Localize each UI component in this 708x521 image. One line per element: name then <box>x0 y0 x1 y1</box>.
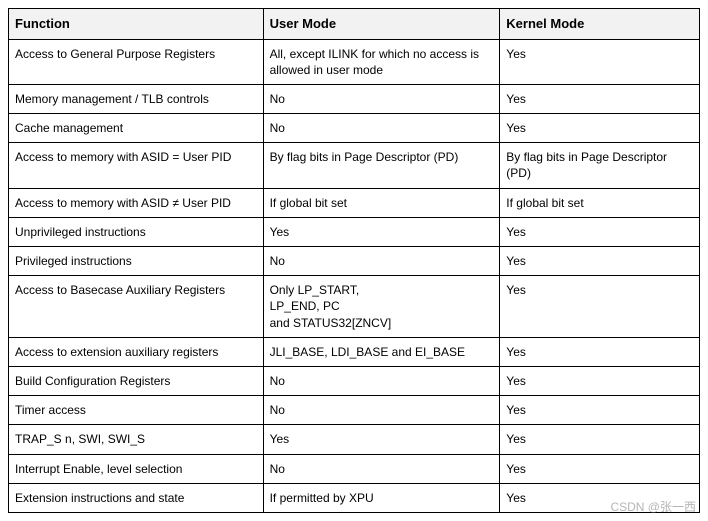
table-cell: Timer access <box>9 396 264 425</box>
table-cell: Access to General Purpose Registers <box>9 39 264 84</box>
table-cell: Yes <box>500 396 700 425</box>
table-row: Access to General Purpose RegistersAll, … <box>9 39 700 84</box>
table-cell: Memory management / TLB controls <box>9 84 264 113</box>
table-cell: Yes <box>500 247 700 276</box>
table-body: Access to General Purpose RegistersAll, … <box>9 39 700 512</box>
table-row: Access to memory with ASID ≠ User PIDIf … <box>9 188 700 217</box>
table-cell: Yes <box>500 483 700 512</box>
table-cell: Extension instructions and state <box>9 483 264 512</box>
table-row: Timer accessNoYes <box>9 396 700 425</box>
table-cell: Cache management <box>9 114 264 143</box>
table-row: Build Configuration RegistersNoYes <box>9 366 700 395</box>
table-cell: Privileged instructions <box>9 247 264 276</box>
table-cell: Yes <box>500 366 700 395</box>
table-cell: Access to memory with ASID = User PID <box>9 143 264 188</box>
col-header-kernel-mode: Kernel Mode <box>500 9 700 40</box>
table-cell: Yes <box>500 276 700 338</box>
table-cell: No <box>263 84 500 113</box>
table-cell: By flag bits in Page Descriptor (PD) <box>500 143 700 188</box>
table-row: Extension instructions and stateIf permi… <box>9 483 700 512</box>
table-cell: TRAP_S n, SWI, SWI_S <box>9 425 264 454</box>
table-cell: No <box>263 247 500 276</box>
table-cell: Access to Basecase Auxiliary Registers <box>9 276 264 338</box>
table-row: Privileged instructionsNoYes <box>9 247 700 276</box>
table-cell: Unprivileged instructions <box>9 217 264 246</box>
table-cell: Only LP_START, LP_END, PCand STATUS32[ZN… <box>263 276 500 338</box>
table-cell: By flag bits in Page Descriptor (PD) <box>263 143 500 188</box>
privilege-mode-table: Function User Mode Kernel Mode Access to… <box>8 8 700 513</box>
table-cell: Yes <box>500 114 700 143</box>
table-cell: No <box>263 454 500 483</box>
table-cell: Access to memory with ASID ≠ User PID <box>9 188 264 217</box>
table-row: Access to Basecase Auxiliary RegistersOn… <box>9 276 700 338</box>
table-cell: Yes <box>263 217 500 246</box>
table-cell: Yes <box>500 425 700 454</box>
table-row: Memory management / TLB controlsNoYes <box>9 84 700 113</box>
table-cell: Access to extension auxiliary registers <box>9 337 264 366</box>
table-cell: If global bit set <box>500 188 700 217</box>
table-row: Cache managementNoYes <box>9 114 700 143</box>
table-row: Access to memory with ASID = User PIDBy … <box>9 143 700 188</box>
table-cell: No <box>263 396 500 425</box>
col-header-function: Function <box>9 9 264 40</box>
table-row: Unprivileged instructionsYesYes <box>9 217 700 246</box>
table-cell: JLI_BASE, LDI_BASE and EI_BASE <box>263 337 500 366</box>
table-cell: No <box>263 366 500 395</box>
table-cell: No <box>263 114 500 143</box>
table-header-row: Function User Mode Kernel Mode <box>9 9 700 40</box>
table-cell: If global bit set <box>263 188 500 217</box>
table-row: Interrupt Enable, level selectionNoYes <box>9 454 700 483</box>
table-cell: Yes <box>500 84 700 113</box>
table-cell: All, except ILINK for which no access is… <box>263 39 500 84</box>
table-cell: Yes <box>500 217 700 246</box>
table-cell: Yes <box>263 425 500 454</box>
table-cell: Yes <box>500 39 700 84</box>
table-row: TRAP_S n, SWI, SWI_SYesYes <box>9 425 700 454</box>
table-row: Access to extension auxiliary registersJ… <box>9 337 700 366</box>
table-cell: Yes <box>500 454 700 483</box>
table-cell: Yes <box>500 337 700 366</box>
col-header-user-mode: User Mode <box>263 9 500 40</box>
table-cell: If permitted by XPU <box>263 483 500 512</box>
table-cell: Build Configuration Registers <box>9 366 264 395</box>
table-cell: Interrupt Enable, level selection <box>9 454 264 483</box>
